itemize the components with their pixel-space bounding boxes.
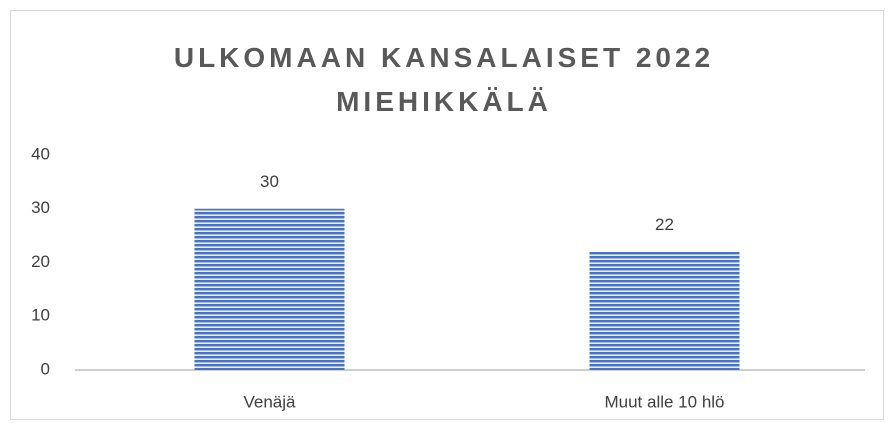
- y-tick-label: 10: [31, 306, 50, 325]
- x-tick-label: Muut alle 10 hlö: [604, 392, 724, 411]
- data-label: 22: [655, 215, 674, 234]
- y-tick-label: 30: [31, 198, 50, 217]
- bar: [589, 251, 740, 370]
- y-tick-label: 40: [31, 144, 50, 163]
- data-label: 30: [260, 172, 279, 191]
- y-tick-label: 0: [41, 359, 50, 378]
- chart-title: ULKOMAAN KANSALAISET 2022 MIEHIKKÄLÄ: [173, 42, 715, 117]
- x-tick-label: Venäjä: [244, 392, 297, 411]
- y-tick-label: 20: [31, 252, 50, 271]
- bar: [194, 208, 345, 370]
- chart-border: [10, 10, 884, 420]
